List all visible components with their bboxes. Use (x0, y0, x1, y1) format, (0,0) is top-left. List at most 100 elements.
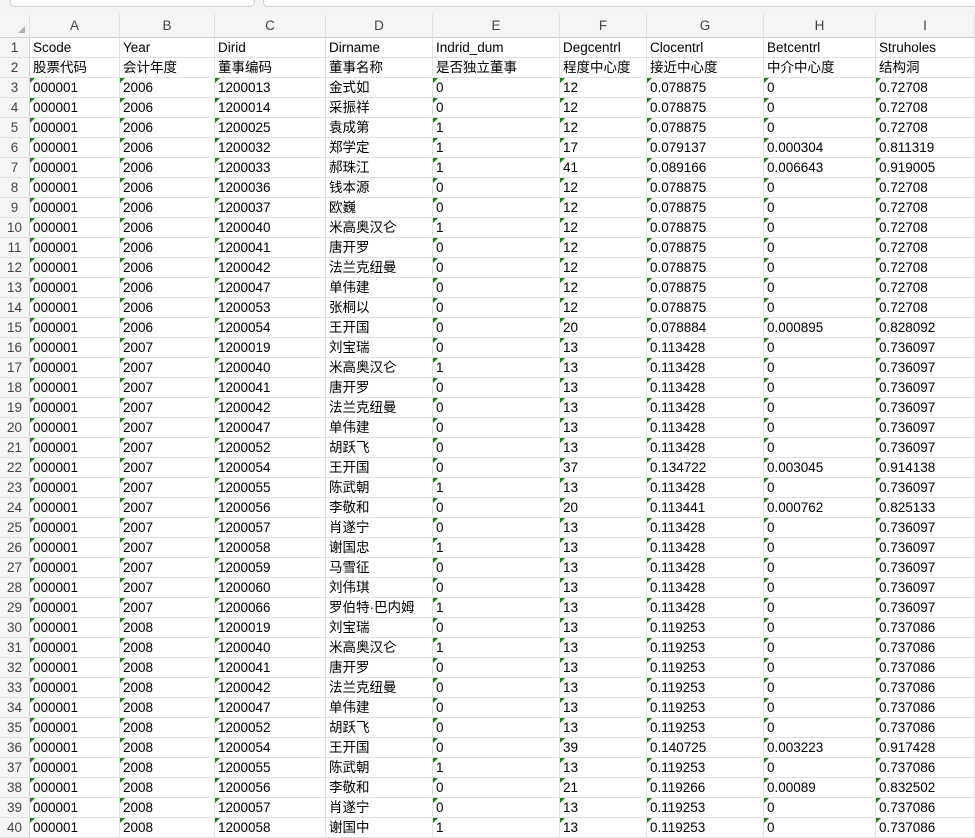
cell-d32[interactable]: 唐开罗 (326, 658, 433, 678)
cell-c6[interactable]: 1200032 (215, 138, 326, 158)
cell-c39[interactable]: 1200057 (215, 798, 326, 818)
cell-a21[interactable]: 000001 (30, 438, 120, 458)
column-header-i[interactable]: I (876, 14, 975, 38)
cell-d13[interactable]: 单伟建 (326, 278, 433, 298)
cell-i27[interactable]: 0.736097 (876, 558, 975, 578)
row-header[interactable]: 36 (0, 738, 30, 758)
cell-c15[interactable]: 1200054 (215, 318, 326, 338)
cell-e15[interactable]: 0 (433, 318, 560, 338)
cell-e13[interactable]: 0 (433, 278, 560, 298)
cell-d30[interactable]: 刘宝瑞 (326, 618, 433, 638)
cell-f9[interactable]: 12 (560, 198, 647, 218)
cell-b37[interactable]: 2008 (120, 758, 215, 778)
cell-b18[interactable]: 2007 (120, 378, 215, 398)
cell-c11[interactable]: 1200041 (215, 238, 326, 258)
cell-h32[interactable]: 0 (764, 658, 876, 678)
cell-g20[interactable]: 0.113428 (647, 418, 764, 438)
cell-h35[interactable]: 0 (764, 718, 876, 738)
cell-e7[interactable]: 1 (433, 158, 560, 178)
cell-g34[interactable]: 0.119253 (647, 698, 764, 718)
select-all-button[interactable] (0, 14, 30, 38)
row-header[interactable]: 15 (0, 318, 30, 338)
cell-a40[interactable]: 000001 (30, 818, 120, 838)
cell-a17[interactable]: 000001 (30, 358, 120, 378)
cell-h37[interactable]: 0 (764, 758, 876, 778)
cell-h5[interactable]: 0 (764, 118, 876, 138)
cell-i20[interactable]: 0.736097 (876, 418, 975, 438)
cell-h39[interactable]: 0 (764, 798, 876, 818)
cell-c22[interactable]: 1200054 (215, 458, 326, 478)
cell-e6[interactable]: 1 (433, 138, 560, 158)
cell-d28[interactable]: 刘伟琪 (326, 578, 433, 598)
row-header[interactable]: 29 (0, 598, 30, 618)
cell-f27[interactable]: 13 (560, 558, 647, 578)
cell-f28[interactable]: 13 (560, 578, 647, 598)
cell-g35[interactable]: 0.119253 (647, 718, 764, 738)
cell-e37[interactable]: 1 (433, 758, 560, 778)
cell-e32[interactable]: 0 (433, 658, 560, 678)
column-header-e[interactable]: E (433, 14, 560, 38)
cell-d40[interactable]: 谢国中 (326, 818, 433, 838)
row-header[interactable]: 27 (0, 558, 30, 578)
cell-b34[interactable]: 2008 (120, 698, 215, 718)
cell-f1[interactable]: Degcentrl (560, 38, 647, 58)
cell-i1[interactable]: Struholes (876, 38, 975, 58)
cell-i26[interactable]: 0.736097 (876, 538, 975, 558)
row-header[interactable]: 3 (0, 78, 30, 98)
cell-i29[interactable]: 0.736097 (876, 598, 975, 618)
cell-e25[interactable]: 0 (433, 518, 560, 538)
row-header[interactable]: 4 (0, 98, 30, 118)
cell-g12[interactable]: 0.078875 (647, 258, 764, 278)
row-header[interactable]: 20 (0, 418, 30, 438)
cell-d6[interactable]: 郑学定 (326, 138, 433, 158)
row-header[interactable]: 38 (0, 778, 30, 798)
cell-e21[interactable]: 0 (433, 438, 560, 458)
cell-e39[interactable]: 0 (433, 798, 560, 818)
cell-h26[interactable]: 0 (764, 538, 876, 558)
row-header[interactable]: 32 (0, 658, 30, 678)
cell-g18[interactable]: 0.113428 (647, 378, 764, 398)
cell-f31[interactable]: 13 (560, 638, 647, 658)
cell-g27[interactable]: 0.113428 (647, 558, 764, 578)
name-box[interactable] (10, 0, 255, 7)
cell-g1[interactable]: Clocentrl (647, 38, 764, 58)
cell-f4[interactable]: 12 (560, 98, 647, 118)
cell-b7[interactable]: 2006 (120, 158, 215, 178)
cell-h8[interactable]: 0 (764, 178, 876, 198)
cell-d2[interactable]: 董事名称 (326, 58, 433, 78)
cell-f2[interactable]: 程度中心度 (560, 58, 647, 78)
cell-h36[interactable]: 0.003223 (764, 738, 876, 758)
cell-i5[interactable]: 0.72708 (876, 118, 975, 138)
cell-i16[interactable]: 0.736097 (876, 338, 975, 358)
cell-d35[interactable]: 胡跃飞 (326, 718, 433, 738)
cell-b26[interactable]: 2007 (120, 538, 215, 558)
cell-c24[interactable]: 1200056 (215, 498, 326, 518)
cell-c21[interactable]: 1200052 (215, 438, 326, 458)
cell-e18[interactable]: 0 (433, 378, 560, 398)
cell-g32[interactable]: 0.119253 (647, 658, 764, 678)
cell-c13[interactable]: 1200047 (215, 278, 326, 298)
cell-e30[interactable]: 0 (433, 618, 560, 638)
cell-f7[interactable]: 41 (560, 158, 647, 178)
cell-e23[interactable]: 1 (433, 478, 560, 498)
cell-a5[interactable]: 000001 (30, 118, 120, 138)
cell-e11[interactable]: 0 (433, 238, 560, 258)
cell-g17[interactable]: 0.113428 (647, 358, 764, 378)
cell-g24[interactable]: 0.113441 (647, 498, 764, 518)
cell-h18[interactable]: 0 (764, 378, 876, 398)
cell-b10[interactable]: 2006 (120, 218, 215, 238)
cell-i15[interactable]: 0.828092 (876, 318, 975, 338)
cell-c32[interactable]: 1200041 (215, 658, 326, 678)
cell-f10[interactable]: 12 (560, 218, 647, 238)
row-header[interactable]: 39 (0, 798, 30, 818)
cell-f35[interactable]: 13 (560, 718, 647, 738)
cell-e24[interactable]: 0 (433, 498, 560, 518)
cell-e35[interactable]: 0 (433, 718, 560, 738)
cell-e3[interactable]: 0 (433, 78, 560, 98)
cell-i17[interactable]: 0.736097 (876, 358, 975, 378)
column-header-b[interactable]: B (120, 14, 215, 38)
cell-g22[interactable]: 0.134722 (647, 458, 764, 478)
cell-g11[interactable]: 0.078875 (647, 238, 764, 258)
cell-c28[interactable]: 1200060 (215, 578, 326, 598)
cell-e22[interactable]: 0 (433, 458, 560, 478)
